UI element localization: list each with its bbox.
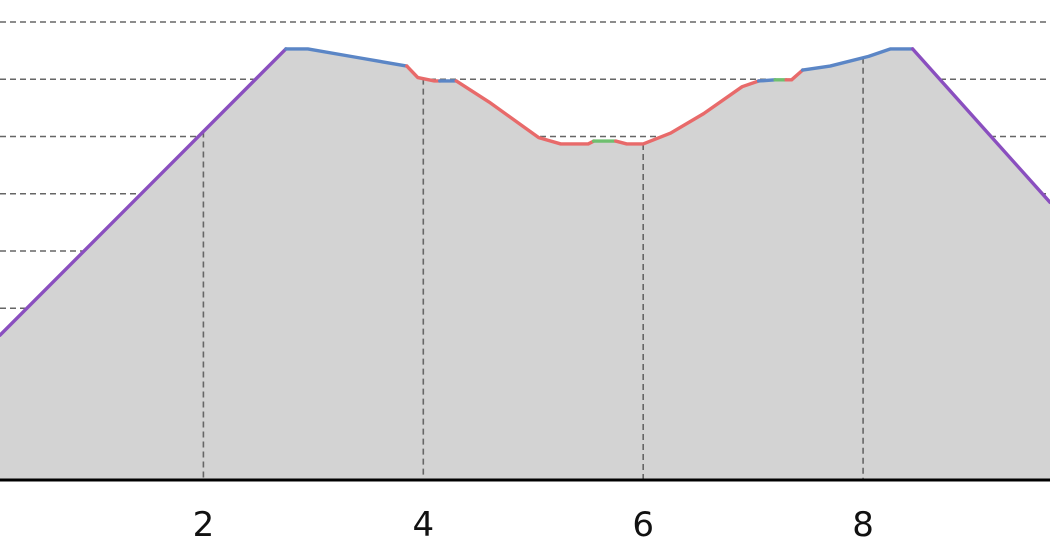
x-tick-labels: 2 4 6 8 [193,505,874,545]
vertical-gridlines [202,57,864,480]
profile-segment [756,78,777,83]
profile-segment [784,68,805,82]
x-tick-label: 4 [412,505,434,545]
profile-segment [0,47,288,337]
x-tick-label: 6 [632,505,654,545]
profile-segment [454,79,596,146]
profile-segment [800,47,915,72]
profile-segment [614,79,761,146]
area-fill [0,48,1050,480]
profile-segment [405,64,442,83]
x-tick-label: 8 [852,505,874,545]
profile-segment [910,47,1050,205]
profile-line-segments [0,47,1050,337]
profile-segment [284,47,409,68]
x-tick-label: 2 [193,505,215,545]
